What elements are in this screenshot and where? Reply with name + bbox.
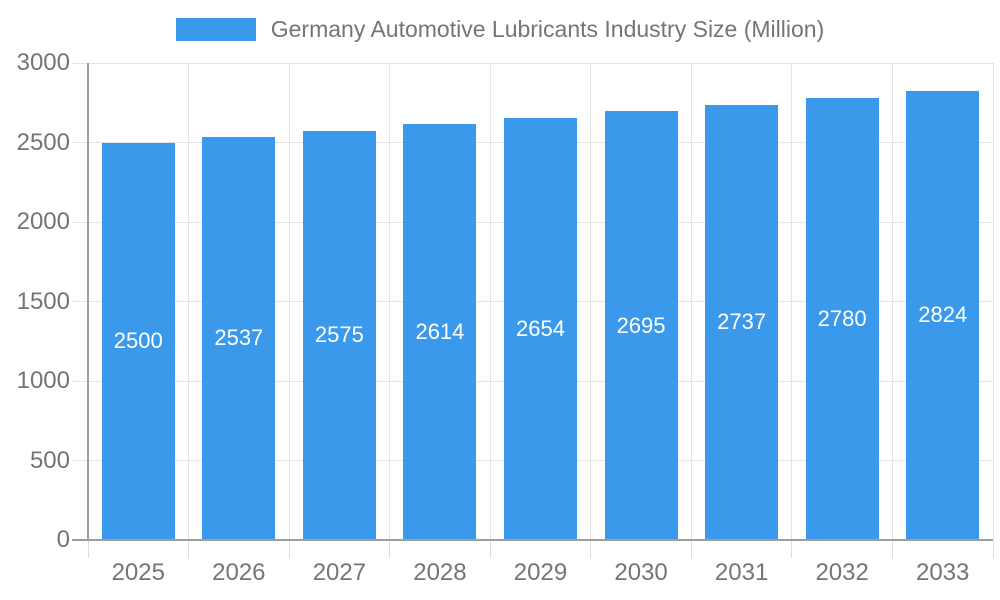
x-axis-tick [87, 540, 89, 558]
legend-swatch-icon [175, 18, 256, 41]
x-gridline [992, 63, 994, 540]
bar-2025: 2500 [101, 142, 175, 540]
y-axis-tick-label: 3000 [16, 49, 70, 76]
x-axis-tick [288, 540, 290, 558]
x-axis-tick [188, 540, 190, 558]
y-axis-tick-label: 500 [29, 446, 70, 474]
bar-2031: 2737 [705, 104, 779, 540]
bar-2032: 2780 [805, 97, 879, 540]
bar-2033: 2824 [906, 90, 980, 540]
x-axis-tick-label: 2029 [513, 559, 568, 586]
x-axis-tick [791, 540, 793, 558]
x-axis-tick [690, 540, 692, 558]
legend-label: Germany Automotive Lubricants Industry S… [270, 16, 825, 42]
x-gridline [791, 63, 793, 540]
x-axis-tick [489, 540, 491, 558]
x-gridline [188, 63, 190, 540]
x-axis-line [72, 539, 993, 541]
x-gridline [690, 63, 692, 540]
x-axis-tick-label: 2033 [916, 559, 970, 586]
legend: Germany Automotive Lubricants Industry S… [0, 16, 1000, 43]
legend-item[interactable]: Germany Automotive Lubricants Industry S… [175, 16, 825, 43]
x-axis-tick-label: 2031 [714, 559, 769, 586]
y-axis-tick-label: 1500 [16, 287, 70, 315]
y-gridline [72, 62, 993, 64]
x-axis-tick [590, 540, 592, 558]
y-axis-tick-label: 2000 [16, 208, 70, 235]
x-axis-tick [891, 540, 893, 558]
bar-value-label: 2500 [113, 328, 163, 354]
x-axis-tick-label: 2026 [212, 559, 266, 586]
plot-area: 0 500 1000 1500 2000 2500 3000 2500 2537 2575 2614… [17, 50, 994, 586]
y-axis-line [87, 63, 89, 540]
bar-2026: 2537 [202, 136, 276, 540]
x-axis-tick-label: 2028 [413, 559, 467, 586]
x-gridline [489, 63, 491, 540]
bar-2029: 2654 [504, 118, 577, 540]
bar-value-label: 2654 [516, 315, 565, 341]
y-axis-tick-label: 0 [56, 526, 70, 553]
y-axis-tick-label: 1000 [16, 367, 70, 394]
x-axis-tick-label: 2025 [111, 559, 165, 586]
x-gridline [389, 63, 391, 540]
bar-value-label: 2824 [918, 302, 968, 328]
x-axis-tick [992, 540, 994, 558]
bar-value-label: 2537 [214, 325, 264, 351]
bar-value-label: 2780 [817, 305, 867, 331]
x-gridline [891, 63, 893, 540]
bar-2028: 2614 [403, 124, 477, 540]
y-axis-tick-label: 2500 [16, 128, 70, 156]
bar-value-label: 2737 [717, 309, 767, 335]
bar-2027: 2575 [302, 130, 376, 540]
x-axis-tick-label: 2030 [614, 559, 668, 586]
bar-value-label: 2614 [415, 319, 465, 345]
x-gridline [590, 63, 592, 540]
x-axis-tick-label: 2027 [312, 559, 367, 586]
bar-value-label: 2575 [314, 322, 364, 348]
x-gridline [288, 63, 290, 540]
x-axis-tick-label: 2032 [815, 559, 869, 586]
bar-2030: 2695 [604, 111, 678, 540]
bar-value-label: 2695 [616, 312, 666, 338]
x-axis-tick [389, 540, 391, 558]
